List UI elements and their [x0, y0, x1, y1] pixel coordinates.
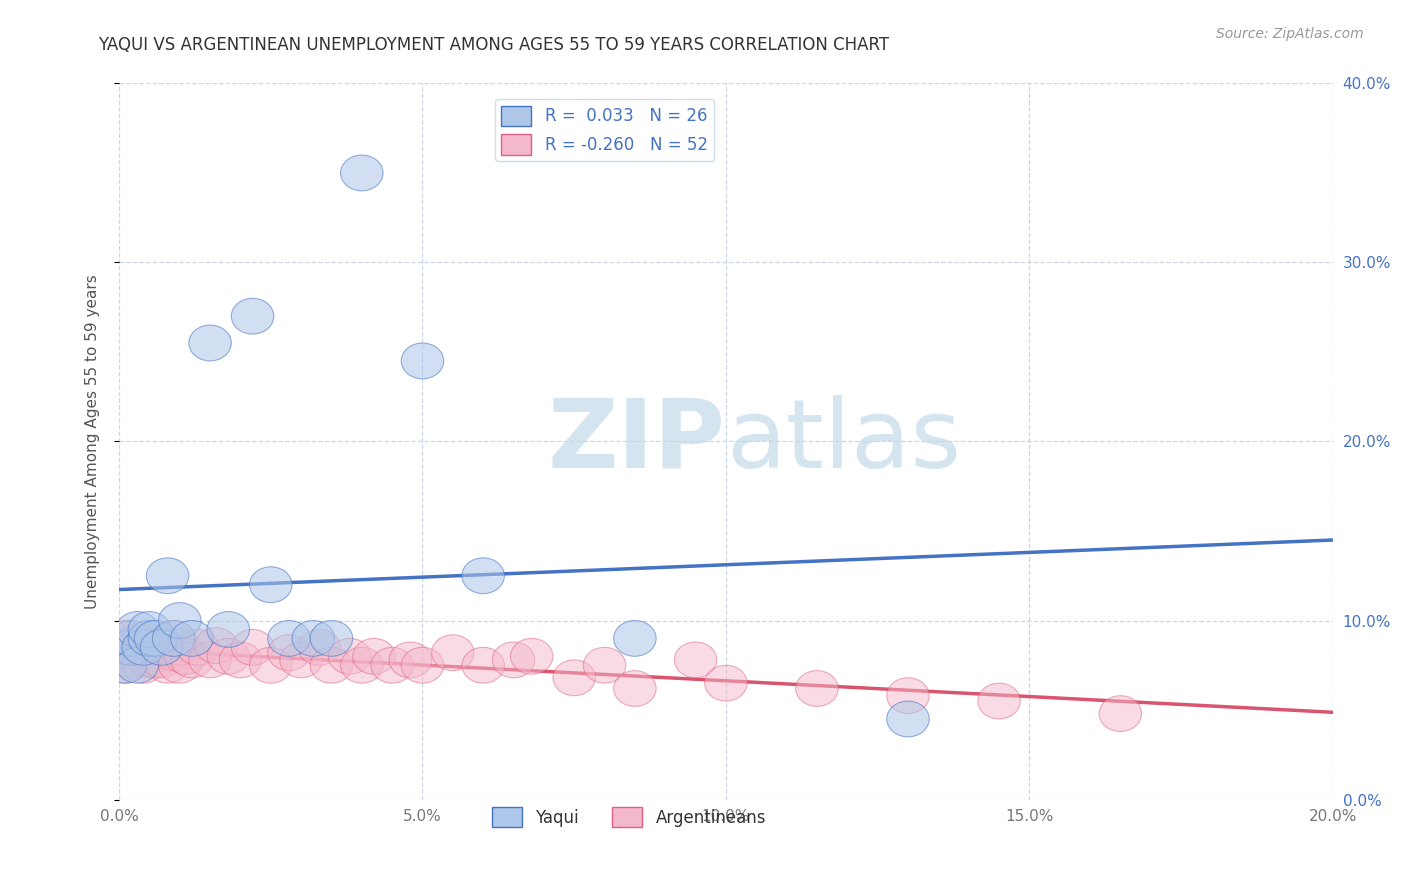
Ellipse shape — [1099, 696, 1142, 731]
Ellipse shape — [977, 683, 1021, 719]
Ellipse shape — [796, 671, 838, 706]
Ellipse shape — [170, 642, 214, 678]
Text: atlas: atlas — [725, 395, 962, 488]
Ellipse shape — [104, 635, 146, 671]
Ellipse shape — [122, 630, 165, 665]
Ellipse shape — [159, 648, 201, 683]
Ellipse shape — [110, 630, 152, 665]
Ellipse shape — [311, 648, 353, 683]
Ellipse shape — [389, 642, 432, 678]
Ellipse shape — [128, 642, 170, 678]
Ellipse shape — [152, 621, 195, 657]
Ellipse shape — [170, 621, 214, 657]
Ellipse shape — [887, 701, 929, 737]
Ellipse shape — [340, 648, 382, 683]
Ellipse shape — [401, 343, 444, 379]
Ellipse shape — [292, 621, 335, 657]
Ellipse shape — [146, 558, 188, 594]
Ellipse shape — [159, 630, 201, 665]
Ellipse shape — [128, 621, 170, 657]
Ellipse shape — [329, 639, 371, 674]
Ellipse shape — [613, 671, 657, 706]
Ellipse shape — [887, 678, 929, 714]
Ellipse shape — [219, 642, 262, 678]
Ellipse shape — [232, 630, 274, 665]
Legend: Yaqui, Argentineans: Yaqui, Argentineans — [485, 800, 772, 834]
Ellipse shape — [340, 155, 382, 191]
Ellipse shape — [492, 642, 534, 678]
Ellipse shape — [128, 624, 170, 660]
Ellipse shape — [463, 558, 505, 594]
Ellipse shape — [117, 612, 159, 648]
Ellipse shape — [104, 648, 146, 683]
Ellipse shape — [298, 630, 340, 665]
Ellipse shape — [311, 621, 353, 657]
Ellipse shape — [704, 665, 747, 701]
Ellipse shape — [177, 630, 219, 665]
Ellipse shape — [267, 621, 311, 657]
Ellipse shape — [463, 648, 505, 683]
Ellipse shape — [122, 630, 165, 665]
Ellipse shape — [401, 648, 444, 683]
Text: ZIP: ZIP — [548, 395, 725, 488]
Ellipse shape — [134, 642, 177, 678]
Ellipse shape — [141, 630, 183, 665]
Ellipse shape — [613, 621, 657, 657]
Ellipse shape — [188, 325, 232, 361]
Ellipse shape — [188, 642, 232, 678]
Ellipse shape — [232, 298, 274, 334]
Ellipse shape — [510, 639, 553, 674]
Text: YAQUI VS ARGENTINEAN UNEMPLOYMENT AMONG AGES 55 TO 59 YEARS CORRELATION CHART: YAQUI VS ARGENTINEAN UNEMPLOYMENT AMONG … — [98, 36, 890, 54]
Ellipse shape — [432, 635, 474, 671]
Ellipse shape — [165, 639, 207, 674]
Ellipse shape — [104, 648, 146, 683]
Ellipse shape — [134, 621, 177, 657]
Ellipse shape — [152, 635, 195, 671]
Ellipse shape — [159, 603, 201, 639]
Ellipse shape — [104, 621, 146, 657]
Ellipse shape — [110, 621, 152, 657]
Ellipse shape — [141, 628, 183, 664]
Ellipse shape — [553, 660, 595, 696]
Ellipse shape — [128, 612, 170, 648]
Ellipse shape — [134, 630, 177, 665]
Ellipse shape — [152, 621, 195, 657]
Ellipse shape — [110, 642, 152, 678]
Ellipse shape — [249, 648, 292, 683]
Ellipse shape — [117, 624, 159, 660]
Ellipse shape — [371, 648, 413, 683]
Ellipse shape — [141, 642, 183, 678]
Ellipse shape — [146, 648, 188, 683]
Ellipse shape — [195, 628, 238, 664]
Ellipse shape — [267, 635, 311, 671]
Ellipse shape — [117, 648, 159, 683]
Y-axis label: Unemployment Among Ages 55 to 59 years: Unemployment Among Ages 55 to 59 years — [86, 274, 100, 609]
Ellipse shape — [207, 612, 249, 648]
Ellipse shape — [675, 642, 717, 678]
Ellipse shape — [249, 566, 292, 603]
Ellipse shape — [110, 628, 152, 664]
Ellipse shape — [583, 648, 626, 683]
Text: Source: ZipAtlas.com: Source: ZipAtlas.com — [1216, 27, 1364, 41]
Ellipse shape — [117, 639, 159, 674]
Ellipse shape — [122, 648, 165, 683]
Ellipse shape — [353, 639, 395, 674]
Ellipse shape — [280, 642, 322, 678]
Ellipse shape — [207, 639, 249, 674]
